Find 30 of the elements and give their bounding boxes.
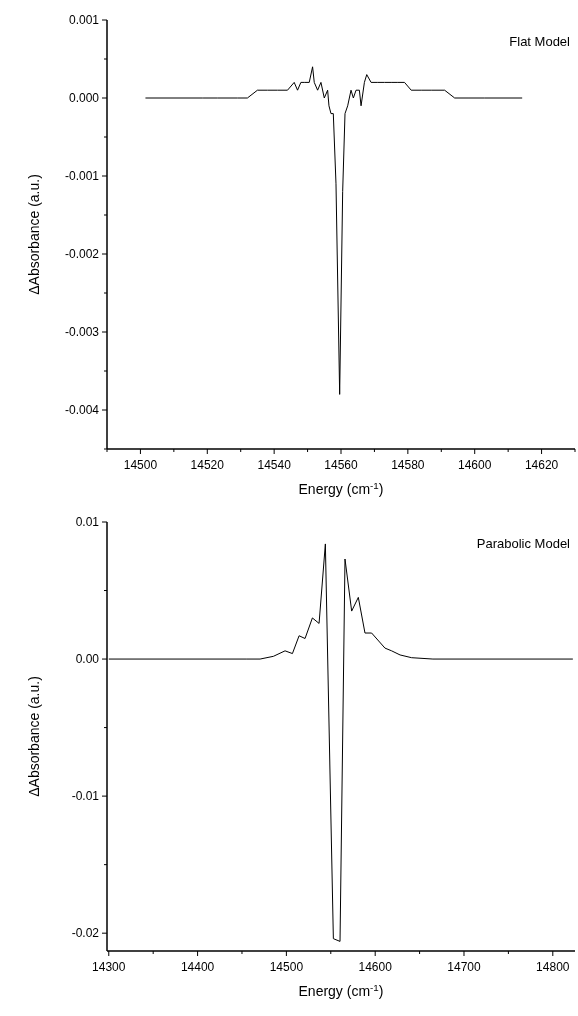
y-tick-label: -0.004: [64, 403, 100, 417]
y-tick-label: -0.003: [64, 325, 100, 339]
x-tick-label: 14560: [324, 458, 359, 472]
x-tick-label: 14520: [190, 458, 225, 472]
y-tick-label: 0.00: [75, 652, 100, 667]
x-tick-label: 14800: [536, 960, 570, 974]
x-tick-label: 14500: [123, 458, 158, 472]
y-tick-label: 0.001: [68, 13, 100, 27]
annotation: Parabolic Model: [476, 536, 571, 551]
x-tick-label: 14700: [447, 960, 481, 974]
y-tick-label: -0.002: [64, 247, 100, 261]
x-tick-label: 14620: [524, 458, 559, 472]
y-tick-label: -0.001: [64, 169, 100, 183]
x-axis-title: Energy (cm$^{-1}$): [298, 981, 384, 999]
y-tick-label: -0.01: [71, 789, 100, 804]
y-axis-title: ΔAbsorbance (a.u.): [26, 676, 42, 797]
x-axis-title: Energy (cm$^{-1}$): [298, 479, 384, 497]
y-tick-label: 0.000: [68, 91, 100, 105]
x-tick-label: 14540: [257, 458, 292, 472]
y-tick-label: -0.02: [71, 926, 100, 941]
x-tick-label: 14400: [180, 960, 215, 974]
x-tick-label: 14300: [92, 960, 126, 974]
line-series: [144, 66, 523, 395]
x-tick-label: 14600: [358, 960, 393, 974]
x-tick-label: 14500: [269, 960, 304, 974]
annotation: Flat Model: [509, 34, 571, 49]
y-tick-label: 0.01: [75, 515, 100, 529]
x-tick-label: 14600: [458, 458, 492, 472]
y-axis-title: ΔAbsorbance (a.u.): [26, 174, 42, 295]
x-tick-label: 14580: [391, 458, 425, 472]
